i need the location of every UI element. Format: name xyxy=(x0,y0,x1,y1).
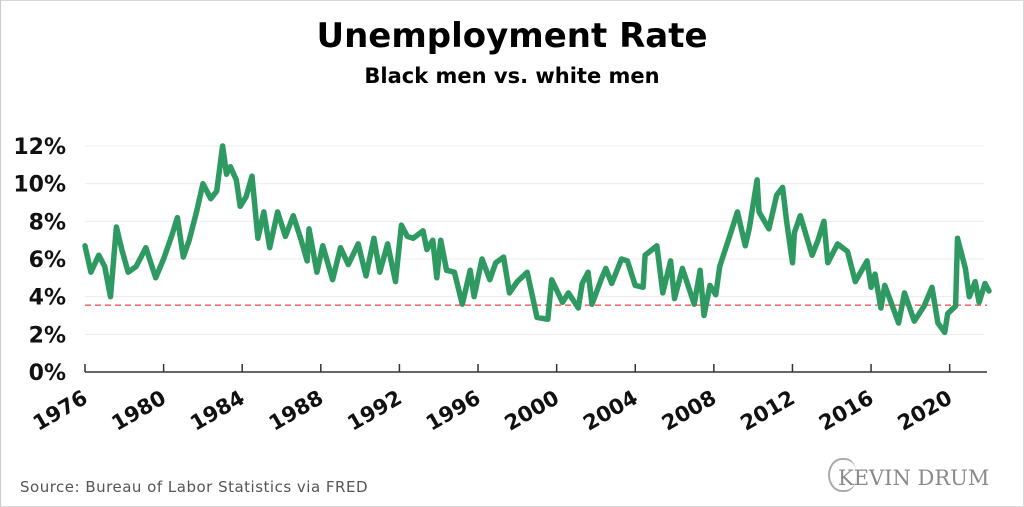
x-tick-label: 1988 xyxy=(265,386,328,436)
x-tick-label: 2016 xyxy=(815,386,878,436)
series-line xyxy=(82,143,992,336)
series-group xyxy=(82,143,992,336)
x-tick-label: 2000 xyxy=(501,386,564,436)
y-axis-ticks: 0% 2% 4% 6% 8% 10% 12% xyxy=(13,135,66,386)
x-tick-label: 2012 xyxy=(736,386,799,436)
source-note: Source: Bureau of Labor Statistics via F… xyxy=(20,478,368,496)
y-tick-label: 6% xyxy=(29,248,66,273)
y-tick-label: 4% xyxy=(29,286,66,311)
x-tick-label: 1992 xyxy=(343,386,406,436)
y-tick-label: 12% xyxy=(13,135,66,160)
x-tick-label: 2004 xyxy=(579,386,642,436)
x-tick-label: 1996 xyxy=(422,386,485,436)
x-tick-label: 2008 xyxy=(658,386,721,436)
x-tick-label: 1984 xyxy=(186,386,249,436)
y-tick-label: 0% xyxy=(29,361,66,386)
y-tick-label: 2% xyxy=(29,323,66,348)
y-tick-label: 10% xyxy=(13,173,66,198)
logo-text: KEVIN DRUM xyxy=(838,466,990,490)
x-tick-label: 1976 xyxy=(29,386,92,436)
chart-subtitle: Black men vs. white men xyxy=(364,64,660,88)
chart-title: Unemployment Rate xyxy=(316,16,708,56)
x-tick-label: 1980 xyxy=(107,386,170,436)
cat-logo-icon xyxy=(828,458,856,492)
x-axis: 1976 1980 1984 1988 1992 1996 2000 2004 2008 2012… xyxy=(29,364,987,436)
x-tick-label: 2020 xyxy=(894,386,957,436)
y-tick-label: 8% xyxy=(29,210,66,235)
kevin-drum-logo: KEVIN DRUM xyxy=(828,458,989,492)
